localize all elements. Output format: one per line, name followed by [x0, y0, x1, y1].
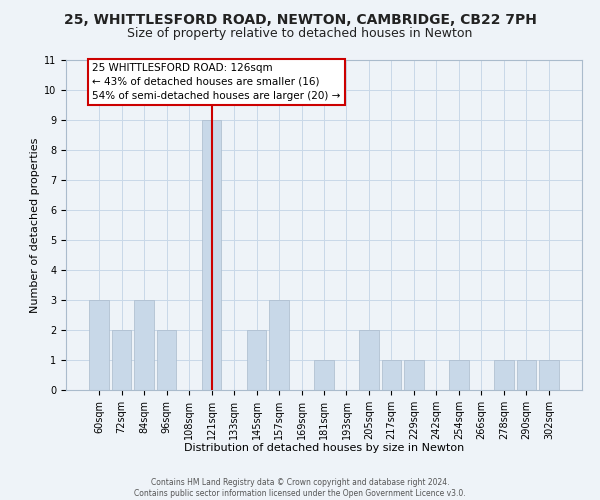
Text: Contains HM Land Registry data © Crown copyright and database right 2024.
Contai: Contains HM Land Registry data © Crown c… [134, 478, 466, 498]
Y-axis label: Number of detached properties: Number of detached properties [30, 138, 40, 312]
Bar [494, 360, 514, 390]
Bar [517, 360, 536, 390]
Bar [247, 330, 266, 390]
Text: 25 WHITTLESFORD ROAD: 126sqm
← 43% of detached houses are smaller (16)
54% of se: 25 WHITTLESFORD ROAD: 126sqm ← 43% of de… [92, 63, 341, 101]
Bar [314, 360, 334, 390]
Text: Size of property relative to detached houses in Newton: Size of property relative to detached ho… [127, 28, 473, 40]
Bar [404, 360, 424, 390]
Bar [382, 360, 401, 390]
Bar [202, 120, 221, 390]
Bar [134, 300, 154, 390]
Bar [359, 330, 379, 390]
Bar [539, 360, 559, 390]
Bar [89, 300, 109, 390]
X-axis label: Distribution of detached houses by size in Newton: Distribution of detached houses by size … [184, 444, 464, 454]
Bar [269, 300, 289, 390]
Text: 25, WHITTLESFORD ROAD, NEWTON, CAMBRIDGE, CB22 7PH: 25, WHITTLESFORD ROAD, NEWTON, CAMBRIDGE… [64, 12, 536, 26]
Bar [112, 330, 131, 390]
Bar [157, 330, 176, 390]
Bar [449, 360, 469, 390]
